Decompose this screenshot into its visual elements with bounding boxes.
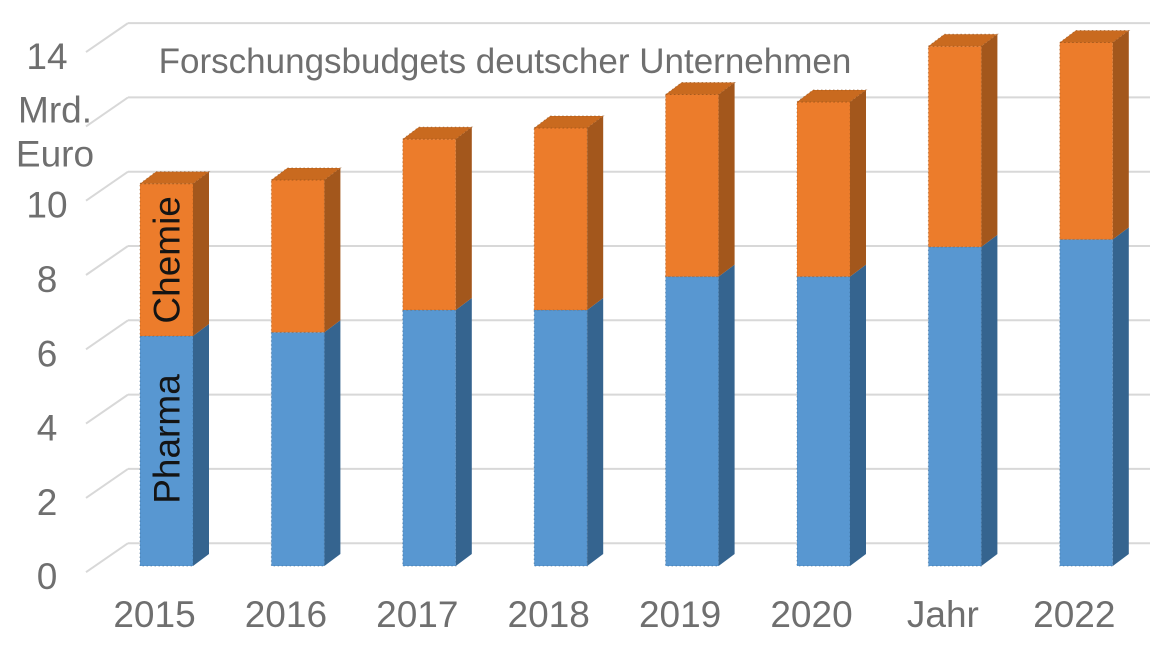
grid-tick-diagonal [85,468,129,499]
chemie-top-face [401,126,474,140]
x-axis-title-label: Jahr [907,594,979,635]
x-axis-category-label: 2020 [770,594,852,635]
grid-tick-diagonal [85,245,129,276]
bar-2018 [532,115,605,567]
chemie-top-face [926,33,999,47]
pharma-front-face [665,276,720,567]
pharma-side-face [193,324,209,566]
chemie-front-face [270,179,325,333]
x-axis-category-label: 2022 [1033,594,1115,635]
y-axis-unit-label-line2: Euro [16,133,94,174]
chemie-top-face [269,167,342,181]
series-label-pharma: Pharma [147,374,188,504]
y-axis-tick-label: 10 [26,185,67,226]
bar-2022 [1058,30,1131,567]
y-axis-tick-label: 0 [37,556,58,597]
chart-title: Forschungsbudgets deutscher Unternehmen [159,42,852,81]
chemie-front-face [1059,42,1114,240]
chemie-top-face [138,171,211,185]
chemie-side-face [981,34,998,247]
x-axis-category-label: 2017 [376,594,458,635]
pharma-side-face [1112,227,1129,567]
pharma-front-face [402,309,457,567]
y-axis-unit-label-line1: Mrd. [18,89,92,130]
chemie-side-face [718,82,735,277]
chemie-top-face [1058,30,1131,44]
pharma-front-face [533,309,588,567]
chemie-side-face [587,115,604,311]
y-axis-tick-label: 8 [37,259,58,300]
chemie-top-face [532,115,605,129]
chemie-top-face [795,89,868,103]
x-axis-category-label: 2019 [639,594,721,635]
bar-2017 [401,126,474,567]
pharma-side-face [718,264,735,566]
chemie-side-face [324,167,341,333]
y-axis-tick-label: 14 [26,36,67,77]
pharma-side-face [587,298,604,566]
chemie-top-face [664,82,737,96]
chemie-front-face [665,94,720,278]
chemie-side-face [850,89,866,277]
pharma-side-face [850,264,866,566]
chemie-front-face [927,45,982,248]
grid-tick-diagonal [85,393,129,425]
series-label-chemie: Chemie [147,196,188,324]
pharma-front-face [796,276,851,567]
chemie-side-face [193,171,209,337]
chemie-front-face [402,138,457,311]
chemie-front-face [796,101,851,278]
bar-2016 [269,167,342,567]
y-axis-tick-label: 2 [37,482,58,523]
bar-2015: Chemie Pharma [138,171,211,567]
bar-2019 [664,82,737,567]
pharma-side-face [455,298,472,566]
y-axis-tick-label: 6 [37,333,58,374]
x-axis-category-label: 2016 [245,594,327,635]
pharma-front-face [270,331,325,567]
chemie-front-face [139,183,194,337]
pharma-front-face [1059,238,1114,567]
pharma-front-face [927,246,982,567]
chemie-side-face [455,127,472,311]
chemie-front-face [533,127,588,311]
bar-2020 [795,89,868,567]
grid-tick-diagonal [85,542,129,574]
y-axis-tick-label: 4 [37,408,58,449]
pharma-side-face [324,320,341,566]
grid-tick-diagonal [85,96,129,128]
pharma-side-face [981,234,998,567]
chemie-side-face [1112,30,1129,240]
grid-tick-diagonal [85,22,129,53]
bar-Jahr [926,33,999,567]
x-axis-category-label: 2015 [113,594,195,635]
x-axis-category-label: 2018 [508,594,590,635]
grid-tick-diagonal [85,319,129,351]
grid-tick-diagonal [85,170,129,202]
pharma-front-face [139,335,194,567]
